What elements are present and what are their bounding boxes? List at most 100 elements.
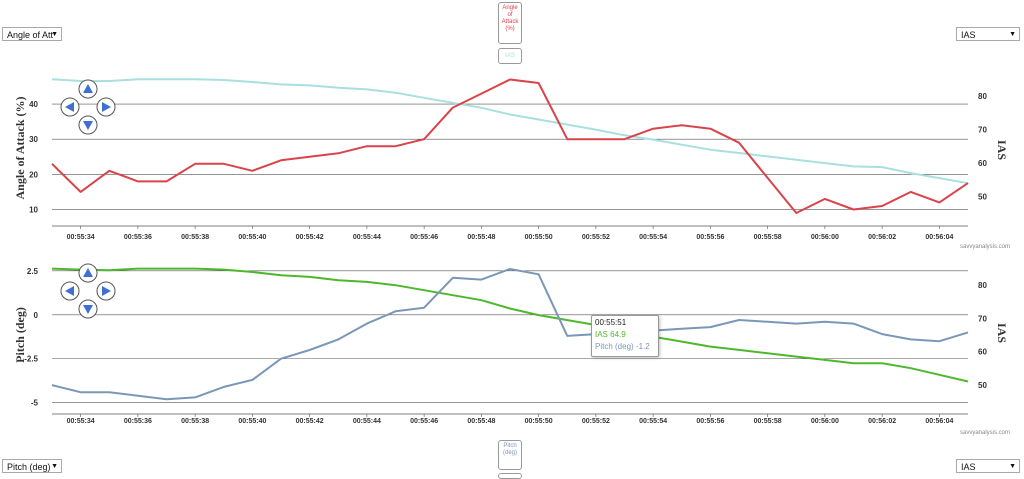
bottom-x-tick-label: 00:55:44 xyxy=(353,418,381,425)
bottom-y2-tick-label: 60 xyxy=(978,348,987,357)
left-axis-select-bottom[interactable]: Pitch (deg) ▼ xyxy=(2,459,62,473)
top-pan-left-button[interactable] xyxy=(60,97,80,117)
top-y-tick-label: 40 xyxy=(29,100,38,109)
top-x-tick-label: 00:55:48 xyxy=(467,234,495,241)
tooltip-pitch: Pitch (deg) -1.2 xyxy=(595,341,655,353)
bottom-x-tick-label: 00:55:40 xyxy=(238,418,266,425)
chevron-down-icon: ▼ xyxy=(1009,31,1016,38)
top-x-tick-label: 00:55:44 xyxy=(353,234,381,241)
bottom-y-tick-label: -2.5 xyxy=(24,355,38,364)
legend-pitch-line1: Pitch xyxy=(503,443,517,449)
bottom-x-tick-label: 00:56:00 xyxy=(811,418,839,425)
bottom-y-tick-label: 0 xyxy=(34,311,39,320)
top-x-tick-label: 00:55:46 xyxy=(410,234,438,241)
left-axis-select-bottom-value: Pitch (deg) xyxy=(7,462,51,472)
arrow-right-icon xyxy=(102,102,111,112)
bottom-series-ias-line xyxy=(51,267,969,383)
legend-pitch[interactable]: Pitch (deg) xyxy=(498,440,522,470)
left-axis-select-top[interactable]: Angle of Att ▼ xyxy=(2,27,62,41)
arrow-up-icon xyxy=(83,84,93,93)
tooltip-ias-label: IAS xyxy=(595,330,608,339)
top-x-tick-label: 00:55:52 xyxy=(582,234,610,241)
tooltip-pitch-value: -1.2 xyxy=(635,342,650,351)
top-series-primary-line xyxy=(51,78,969,214)
top-y2-tick-label: 60 xyxy=(978,159,987,168)
right-axis-select-bottom-value: IAS xyxy=(961,462,976,472)
top-x-tick-label: 00:55:54 xyxy=(639,234,667,241)
bottom-x-tick-label: 00:55:54 xyxy=(639,418,667,425)
bottom-x-tick-label: 00:55:56 xyxy=(696,418,724,425)
top-pan-down-button[interactable] xyxy=(78,115,98,135)
right-axis-select-bottom[interactable]: IAS ▼ xyxy=(956,459,1020,473)
bottom-x-tick-label: 00:55:46 xyxy=(410,418,438,425)
arrow-down-icon xyxy=(83,121,93,130)
top-x-tick-label: 00:55:36 xyxy=(124,234,152,241)
bottom-pan-up-button[interactable] xyxy=(78,263,98,283)
hover-tooltip: 00:55:51 IAS 64.9 Pitch (deg) -1.2 xyxy=(591,315,659,357)
bottom-x-tick-label: 00:55:42 xyxy=(296,418,324,425)
bottom-x-tick-label: 00:55:58 xyxy=(754,418,782,425)
top-y-tick-label: 30 xyxy=(29,135,38,144)
chevron-down-icon: ▼ xyxy=(51,31,58,38)
legend-aoa-line3: (%) xyxy=(505,26,515,32)
watermark-top: savvyanalysis.com xyxy=(960,244,1011,250)
legend-ias-top-label: IAS xyxy=(505,53,515,59)
left-axis-select-top-value: Angle of Att xyxy=(7,30,54,40)
bottom-pan-right-button[interactable] xyxy=(96,281,116,301)
top-series-ias-line xyxy=(51,78,969,185)
tooltip-ias-value: 64.9 xyxy=(610,330,626,339)
top-x-tick-label: 00:55:58 xyxy=(754,234,782,241)
watermark-bottom: savvyanalysis.com xyxy=(960,430,1011,436)
arrow-left-icon xyxy=(65,286,74,296)
bottom-x-tick-label: 00:55:48 xyxy=(467,418,495,425)
top-y2-tick-label: 80 xyxy=(978,92,987,101)
top-y-axis-title: Angle of Attack (%) xyxy=(13,97,27,200)
top-x-tick-label: 00:55:38 xyxy=(181,234,209,241)
tooltip-time: 00:55:51 xyxy=(595,318,627,327)
right-axis-select-top-value: IAS xyxy=(961,30,976,40)
tooltip-pitch-label: Pitch (deg) xyxy=(595,342,634,351)
arrow-up-icon xyxy=(83,268,93,277)
top-x-tick-label: 00:56:02 xyxy=(868,234,896,241)
bottom-x-tick-label: 00:55:52 xyxy=(582,418,610,425)
bottom-y2-tick-label: 80 xyxy=(978,281,987,290)
top-y2-tick-label: 50 xyxy=(978,193,987,202)
top-y2-axis-title: IAS xyxy=(995,140,1009,160)
top-y2-tick-label: 70 xyxy=(978,126,987,135)
legend-aoa-line2: Attack xyxy=(501,19,519,25)
bottom-y-tick-label: 2.5 xyxy=(27,267,39,276)
top-x-tick-label: 00:55:34 xyxy=(67,234,95,241)
top-y-tick-label: 20 xyxy=(29,170,38,179)
top-y-tick-label: 10 xyxy=(29,205,38,214)
legend-aoa[interactable]: Angle of Attack (%) xyxy=(498,2,522,44)
bottom-y2-axis-title: IAS xyxy=(995,323,1009,343)
legend-aoa-line1: Angle of xyxy=(502,5,518,18)
arrow-right-icon xyxy=(102,286,111,296)
top-x-tick-label: 00:55:50 xyxy=(525,234,553,241)
legend-pitch-line2: (deg) xyxy=(502,450,517,456)
bottom-y2-tick-label: 70 xyxy=(978,314,987,323)
top-x-tick-label: 00:55:42 xyxy=(296,234,324,241)
right-axis-select-top[interactable]: IAS ▼ xyxy=(956,27,1020,41)
top-pan-up-button[interactable] xyxy=(78,79,98,99)
bottom-series-primary-line xyxy=(51,268,969,401)
top-x-tick-label: 00:55:40 xyxy=(238,234,266,241)
bottom-x-tick-label: 00:55:50 xyxy=(525,418,553,425)
top-x-tick-label: 00:56:04 xyxy=(925,234,953,241)
chevron-down-icon: ▼ xyxy=(1009,463,1016,470)
top-x-tick-label: 00:56:00 xyxy=(811,234,839,241)
bottom-y-axis-title: Pitch (deg) xyxy=(13,307,27,363)
arrow-left-icon xyxy=(65,102,74,112)
bottom-pan-down-button[interactable] xyxy=(78,299,98,319)
legend-ias-top[interactable]: IAS xyxy=(498,48,522,64)
bottom-x-tick-label: 00:55:36 xyxy=(124,418,152,425)
top-pan-right-button[interactable] xyxy=(96,97,116,117)
bottom-x-tick-label: 00:56:04 xyxy=(925,418,953,425)
chevron-down-icon: ▼ xyxy=(51,463,58,470)
bottom-y-tick-label: -5 xyxy=(31,399,39,408)
arrow-down-icon xyxy=(83,305,93,314)
tooltip-ias: IAS 64.9 xyxy=(595,329,655,341)
bottom-pan-left-button[interactable] xyxy=(60,281,80,301)
bottom-y2-tick-label: 50 xyxy=(978,381,987,390)
